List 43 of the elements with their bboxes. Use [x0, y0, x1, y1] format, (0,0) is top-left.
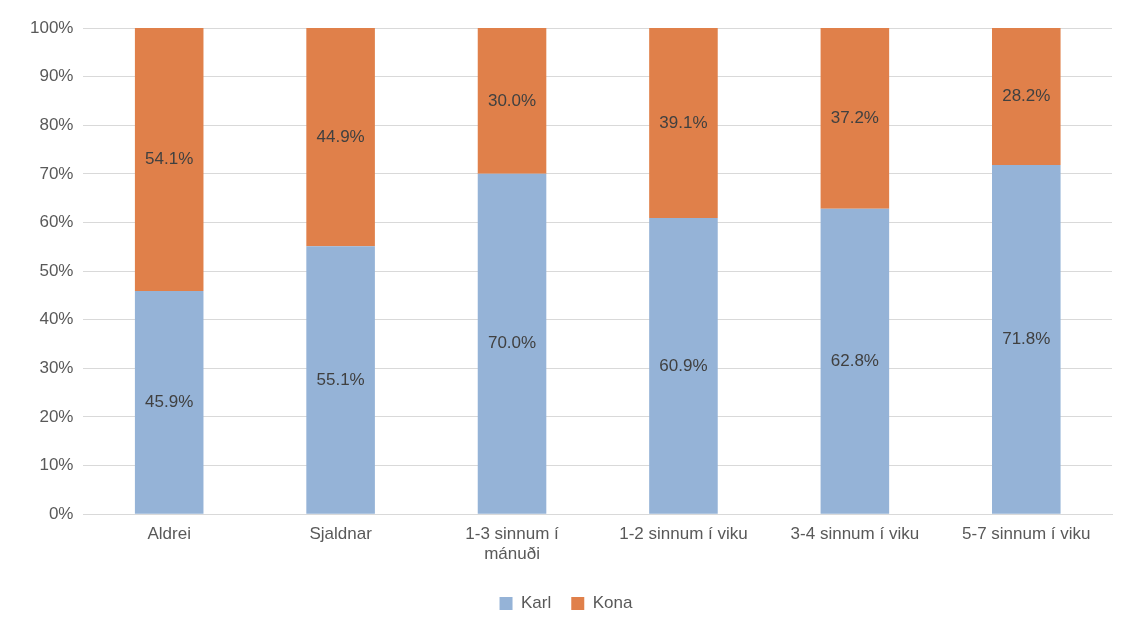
- data-label: 44.9%: [316, 126, 365, 146]
- legend-label: Karl: [521, 593, 552, 613]
- bar: [820, 28, 890, 209]
- bar: [306, 28, 375, 247]
- y-tick-label: 80%: [39, 114, 74, 134]
- data-label: 30.0%: [487, 90, 537, 110]
- data-label: 71.8%: [1002, 329, 1051, 349]
- x-tick-label: Aldrei: [147, 524, 191, 544]
- data-label: 28.2%: [1002, 86, 1051, 106]
- data-label: 39.1%: [659, 112, 708, 132]
- bar: [992, 165, 1061, 514]
- data-label: 62.8%: [830, 350, 879, 370]
- data-label: 54.1%: [145, 149, 194, 169]
- bar: [649, 218, 718, 514]
- y-tick-label: 0%: [48, 503, 74, 523]
- bar: [477, 28, 547, 174]
- y-tick-label: 50%: [39, 260, 74, 280]
- x-tick-label: 1-3 sinnum í mánuði: [465, 524, 560, 564]
- x-tick-label: Sjaldnar: [309, 524, 373, 544]
- y-tick-label: 100%: [30, 17, 74, 37]
- bar: [306, 246, 375, 514]
- bar: [477, 173, 547, 514]
- y-tick-label: 20%: [39, 406, 74, 426]
- y-tick-label: 30%: [39, 358, 74, 378]
- y-tick-label: 70%: [39, 163, 74, 183]
- bar: [134, 28, 204, 292]
- y-tick-label: 90%: [39, 66, 74, 86]
- data-label: 70.0%: [487, 333, 537, 353]
- data-label: 55.1%: [316, 369, 365, 389]
- data-label: 37.2%: [830, 108, 879, 128]
- bar: [134, 291, 204, 514]
- bar: [820, 208, 890, 514]
- data-label: 60.9%: [659, 355, 708, 375]
- y-tick-label: 40%: [39, 309, 74, 329]
- y-tick-label: 10%: [39, 455, 74, 475]
- y-tick-label: 60%: [39, 212, 74, 232]
- bar: [649, 28, 718, 219]
- x-tick-label: 3-4 sinnum í viku: [790, 524, 920, 544]
- bar: [992, 28, 1061, 166]
- legend-label: Kona: [592, 593, 634, 613]
- x-tick-label: 1-2 sinnum í viku: [619, 524, 748, 544]
- x-tick-label: 5-7 sinnum í viku: [962, 524, 1091, 544]
- data-label: 45.9%: [145, 392, 194, 412]
